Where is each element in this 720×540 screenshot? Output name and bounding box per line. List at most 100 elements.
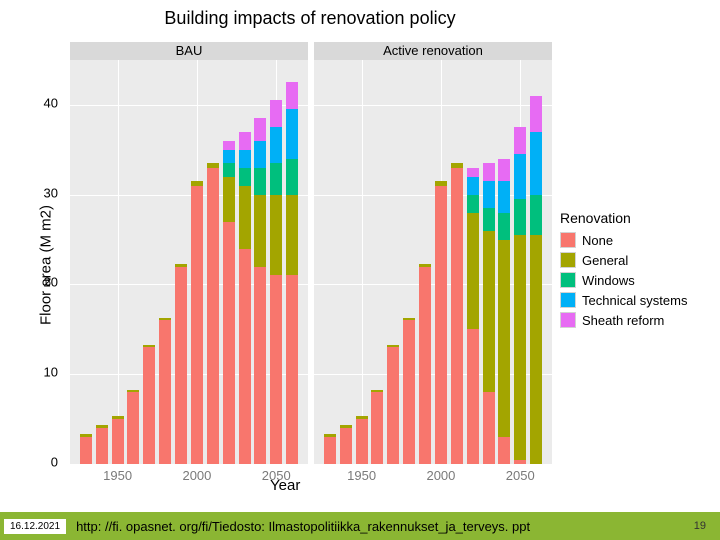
bar-segment xyxy=(159,320,171,464)
panel-body xyxy=(70,60,308,464)
bar-segment xyxy=(530,96,542,132)
bar-segment xyxy=(467,213,479,330)
legend-item: Windows xyxy=(560,270,687,290)
bar-segment xyxy=(530,235,542,464)
bar-stack xyxy=(239,132,251,464)
legend-item: Sheath reform xyxy=(560,310,687,330)
bar-segment xyxy=(483,231,495,393)
bar-segment xyxy=(254,141,266,168)
slide-footer: 16.12.2021 http: //fi. opasnet. org/fi/T… xyxy=(0,512,720,540)
facet-panel: Active renovation195020002050 xyxy=(314,42,552,482)
bar-segment xyxy=(223,177,235,222)
bar-stack xyxy=(451,163,463,464)
facet-strip: Active renovation xyxy=(314,42,552,60)
legend-label: General xyxy=(582,253,628,268)
bar-stack xyxy=(80,434,92,464)
legend-swatch xyxy=(560,232,576,248)
legend-label: Technical systems xyxy=(582,293,687,308)
footer-page-number: 19 xyxy=(694,520,706,532)
bar-stack xyxy=(143,345,155,464)
bar-stack xyxy=(112,416,124,464)
bar-segment xyxy=(239,249,251,464)
bar-segment xyxy=(514,127,526,154)
bar-segment xyxy=(498,181,510,212)
bar-segment xyxy=(514,235,526,459)
legend-swatch xyxy=(560,272,576,288)
bar-segment xyxy=(498,240,510,438)
footer-link: http: //fi. opasnet. org/fi/Tiedosto: Il… xyxy=(76,519,530,534)
y-tick-label: 20 xyxy=(44,275,58,290)
bar-segment xyxy=(498,437,510,464)
panel-body xyxy=(314,60,552,464)
bar-segment xyxy=(467,329,479,464)
bar-stack xyxy=(127,390,139,465)
x-tick-labels: 1950 2000 2050 xyxy=(70,464,308,482)
facet-strip: BAU xyxy=(70,42,308,60)
bar-stack xyxy=(356,416,368,464)
bar-segment xyxy=(175,267,187,465)
bar-segment xyxy=(239,186,251,249)
bar-segment xyxy=(498,213,510,240)
bar-segment xyxy=(387,347,399,464)
bar-segment xyxy=(254,267,266,465)
legend-swatch xyxy=(560,252,576,268)
bar-segment xyxy=(143,347,155,464)
bar-segment xyxy=(286,275,298,464)
bar-segment xyxy=(467,177,479,195)
bar-segment xyxy=(207,168,219,464)
y-tick-label: 10 xyxy=(44,365,58,380)
bar-segment xyxy=(514,154,526,199)
bar-segment xyxy=(483,208,495,230)
bar-segment xyxy=(239,150,251,168)
bar-segment xyxy=(223,163,235,176)
bar-segment xyxy=(467,168,479,177)
x-tick-label: 2000 xyxy=(426,468,455,483)
legend-swatch xyxy=(560,292,576,308)
bar-segment xyxy=(270,100,282,127)
bar-segment xyxy=(270,195,282,276)
legend-swatch xyxy=(560,312,576,328)
bar-stack xyxy=(223,141,235,464)
bar-segment xyxy=(239,168,251,186)
bar-stack xyxy=(159,318,171,464)
bar-stack xyxy=(96,425,108,464)
legend-item: General xyxy=(560,250,687,270)
bar-stack xyxy=(191,181,203,464)
bar-segment xyxy=(112,419,124,464)
bar-segment xyxy=(254,195,266,267)
bar-stack xyxy=(175,264,187,464)
legend-label: None xyxy=(582,233,613,248)
x-tick-label: 2050 xyxy=(506,468,535,483)
bar-segment xyxy=(483,163,495,181)
bar-segment xyxy=(451,168,463,464)
bar-stack xyxy=(514,127,526,464)
bar-segment xyxy=(467,195,479,213)
bar-segment xyxy=(80,437,92,464)
bar-stack xyxy=(467,168,479,464)
bar-segment xyxy=(127,392,139,464)
x-tick-label: 2050 xyxy=(262,468,291,483)
bar-stack xyxy=(207,163,219,464)
bar-segment xyxy=(270,275,282,464)
bar-segment xyxy=(286,195,298,276)
bar-stack xyxy=(286,82,298,464)
bar-stack xyxy=(270,100,282,464)
bar-segment xyxy=(286,159,298,195)
bar-segment xyxy=(483,181,495,208)
bar-segment xyxy=(324,437,336,464)
y-tick-label: 0 xyxy=(51,455,58,470)
bar-segment xyxy=(514,199,526,235)
bar-segment xyxy=(286,109,298,158)
bar-stack xyxy=(403,318,415,464)
x-tick-label: 1950 xyxy=(103,468,132,483)
bar-stack xyxy=(498,159,510,464)
bar-segment xyxy=(270,127,282,163)
bar-segment xyxy=(223,141,235,150)
bar-segment xyxy=(286,82,298,109)
bar-segment xyxy=(223,222,235,464)
legend-item: None xyxy=(560,230,687,250)
bar-segment xyxy=(239,132,251,150)
x-tick-label: 2000 xyxy=(182,468,211,483)
bar-stack xyxy=(387,345,399,464)
bar-segment xyxy=(403,320,415,464)
